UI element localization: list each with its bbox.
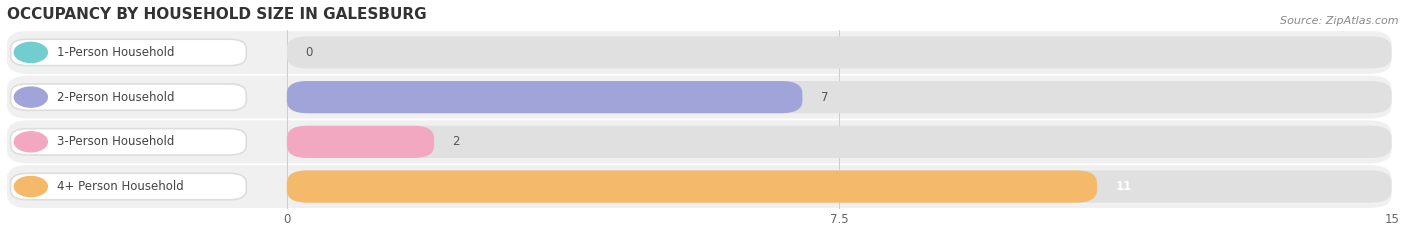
FancyBboxPatch shape bbox=[287, 126, 1392, 158]
FancyBboxPatch shape bbox=[7, 165, 1392, 208]
Circle shape bbox=[14, 132, 48, 152]
Text: 0: 0 bbox=[305, 46, 312, 59]
FancyBboxPatch shape bbox=[7, 76, 1392, 119]
FancyBboxPatch shape bbox=[11, 129, 246, 155]
FancyBboxPatch shape bbox=[287, 81, 1392, 113]
FancyBboxPatch shape bbox=[11, 173, 246, 200]
Text: 4+ Person Household: 4+ Person Household bbox=[56, 180, 184, 193]
Circle shape bbox=[14, 177, 48, 197]
Circle shape bbox=[14, 42, 48, 62]
Text: 11: 11 bbox=[1115, 180, 1132, 193]
FancyBboxPatch shape bbox=[7, 31, 1392, 74]
FancyBboxPatch shape bbox=[11, 39, 246, 66]
FancyBboxPatch shape bbox=[11, 84, 246, 110]
Circle shape bbox=[14, 87, 48, 107]
Text: 2: 2 bbox=[453, 135, 460, 148]
Text: OCCUPANCY BY HOUSEHOLD SIZE IN GALESBURG: OCCUPANCY BY HOUSEHOLD SIZE IN GALESBURG bbox=[7, 7, 426, 22]
FancyBboxPatch shape bbox=[287, 81, 803, 113]
Text: 2-Person Household: 2-Person Household bbox=[56, 91, 174, 104]
FancyBboxPatch shape bbox=[287, 171, 1392, 203]
FancyBboxPatch shape bbox=[287, 171, 1097, 203]
Text: 3-Person Household: 3-Person Household bbox=[56, 135, 174, 148]
Text: 7: 7 bbox=[821, 91, 828, 104]
FancyBboxPatch shape bbox=[287, 126, 434, 158]
Text: 1-Person Household: 1-Person Household bbox=[56, 46, 174, 59]
Text: Source: ZipAtlas.com: Source: ZipAtlas.com bbox=[1281, 16, 1399, 26]
FancyBboxPatch shape bbox=[287, 36, 1392, 69]
FancyBboxPatch shape bbox=[7, 120, 1392, 163]
